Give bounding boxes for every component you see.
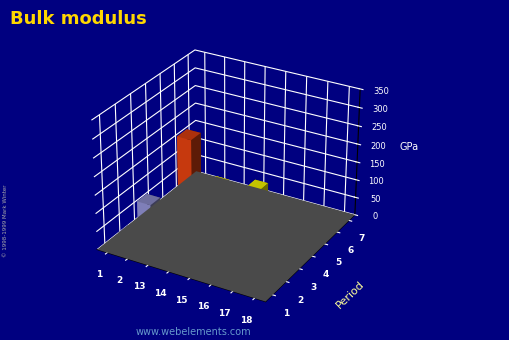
Text: Bulk modulus: Bulk modulus [10, 10, 147, 28]
Text: © 1998-1999 Mark Winter: © 1998-1999 Mark Winter [3, 185, 8, 257]
Text: www.webelements.com: www.webelements.com [136, 327, 251, 337]
Y-axis label: Period: Period [333, 279, 365, 311]
